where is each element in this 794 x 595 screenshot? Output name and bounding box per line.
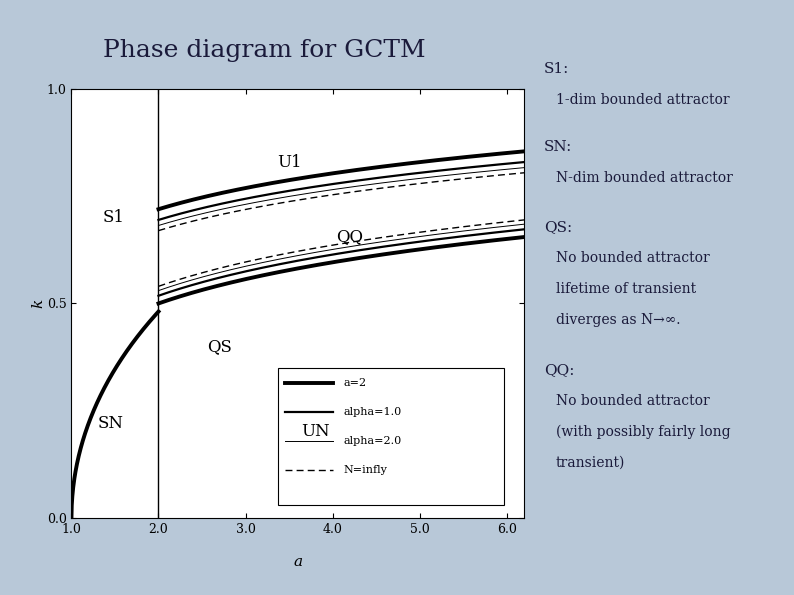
- Text: transient): transient): [556, 456, 625, 470]
- Text: No bounded attractor: No bounded attractor: [556, 394, 710, 408]
- Text: alpha=2.0: alpha=2.0: [343, 436, 401, 446]
- Text: SN:: SN:: [544, 140, 572, 154]
- Text: QS:: QS:: [544, 220, 572, 234]
- Text: 1-dim bounded attractor: 1-dim bounded attractor: [556, 93, 730, 108]
- Text: N-dim bounded attractor: N-dim bounded attractor: [556, 171, 733, 185]
- Text: SN: SN: [98, 415, 124, 432]
- Text: UN: UN: [301, 424, 330, 440]
- Y-axis label: k: k: [31, 299, 45, 308]
- Text: N=infly: N=infly: [343, 465, 387, 475]
- Text: diverges as N→∞.: diverges as N→∞.: [556, 313, 680, 327]
- Text: QQ:: QQ:: [544, 363, 574, 377]
- Text: Phase diagram for GCTM: Phase diagram for GCTM: [103, 39, 426, 62]
- Text: alpha=1.0: alpha=1.0: [343, 407, 401, 417]
- Text: (with possibly fairly long: (with possibly fairly long: [556, 425, 730, 439]
- Text: U1: U1: [277, 154, 302, 171]
- Text: S1: S1: [102, 209, 124, 226]
- Text: QQ: QQ: [337, 228, 364, 246]
- Text: S1:: S1:: [544, 62, 569, 77]
- Bar: [278, 368, 504, 505]
- Text: QS: QS: [207, 338, 232, 355]
- Text: lifetime of transient: lifetime of transient: [556, 282, 696, 296]
- Text: a: a: [293, 555, 303, 569]
- Text: a=2: a=2: [343, 378, 366, 388]
- Text: No bounded attractor: No bounded attractor: [556, 251, 710, 265]
